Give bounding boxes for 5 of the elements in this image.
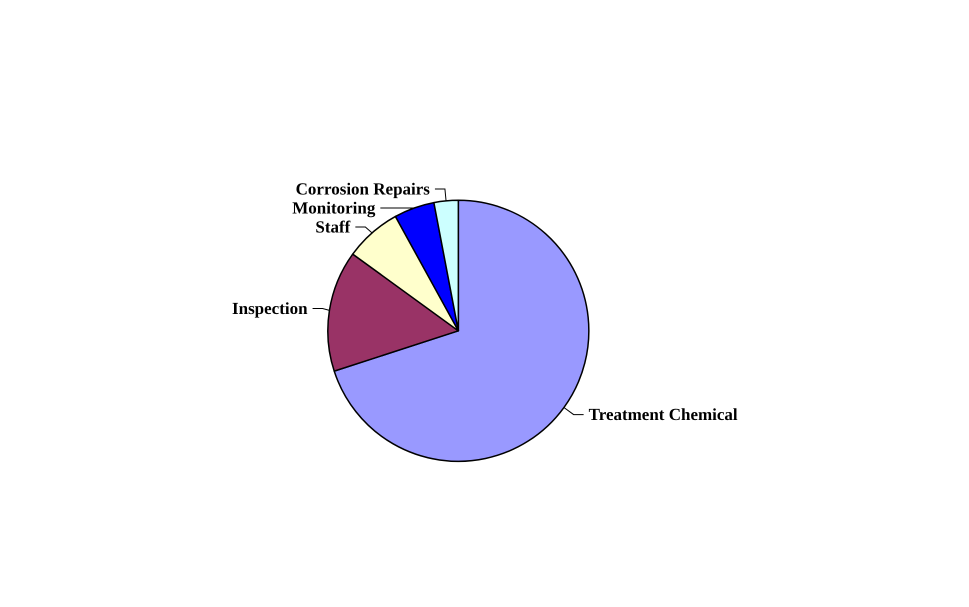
slice-label: Staff (315, 217, 351, 236)
slice-label: Corrosion Repairs (296, 179, 430, 198)
slice-label: Inspection (232, 299, 308, 318)
slice-label: Treatment Chemical (588, 405, 738, 424)
slice-label: Monitoring (292, 198, 376, 218)
